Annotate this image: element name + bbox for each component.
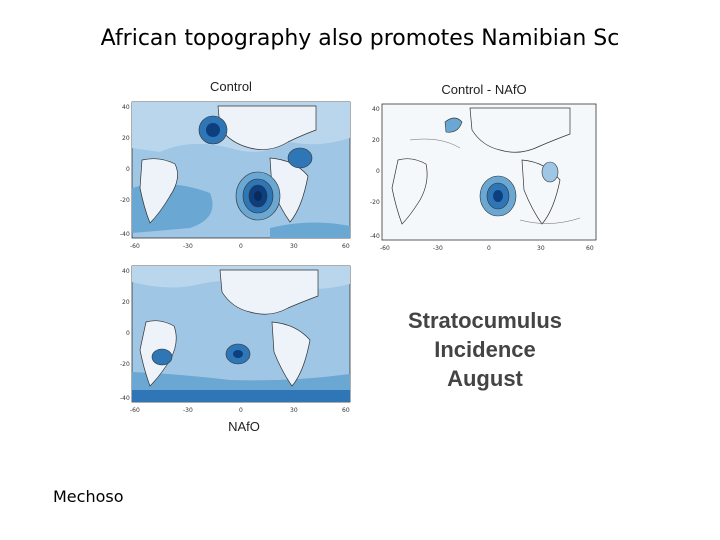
nafo-map: 40 20 0 -20 -40 -60 -30 0 30 60 (120, 262, 358, 414)
legend-line-2: Incidence (434, 337, 536, 362)
lon-label: -30 (183, 407, 193, 414)
control-panel-title: Control (210, 79, 252, 94)
lon-label: 60 (586, 245, 594, 252)
stratocumulus-legend: Stratocumulus Incidence August (385, 306, 585, 393)
lon-label: 30 (290, 407, 298, 414)
lat-label: 0 (126, 166, 130, 173)
control-lon-labels: -60 -30 0 30 60 (130, 243, 350, 250)
nafo-panel-title: NAfO (228, 419, 260, 434)
africa-europe-landmass (217, 105, 317, 150)
legend-line-1: Stratocumulus (407, 308, 563, 333)
lon-label: -30 (433, 245, 443, 252)
lon-label: 30 (290, 243, 298, 250)
lat-label: 40 (122, 104, 130, 111)
lon-label: -60 (130, 407, 140, 414)
lon-label: 0 (239, 243, 243, 250)
lat-label: 20 (122, 299, 130, 306)
slide-title: African topography also promotes Namibia… (100, 26, 620, 51)
control-lat-labels: 40 20 0 -20 -40 (120, 104, 130, 238)
lat-label: -20 (120, 197, 130, 204)
control-map: 40 20 0 -20 -40 -60 -30 0 30 60 (120, 98, 358, 250)
lat-label: 0 (126, 330, 130, 337)
lon-label: -60 (130, 243, 140, 250)
lon-label: -30 (183, 243, 193, 250)
lat-label: -20 (120, 361, 130, 368)
lat-label: 0 (376, 168, 380, 175)
south-america-landmass (139, 158, 178, 224)
lon-label: 60 (342, 407, 350, 414)
lat-label: -40 (120, 231, 130, 238)
lat-label: 40 (372, 106, 380, 113)
lat-label: 20 (372, 137, 380, 144)
lat-label: -40 (370, 233, 380, 240)
legend-line-3: August (447, 366, 523, 391)
lat-label: 40 (122, 268, 130, 275)
difference-lat-labels: 40 20 0 -20 -40 (370, 106, 380, 240)
lon-label: -60 (380, 245, 390, 252)
lat-label: -20 (370, 199, 380, 206)
nafo-lat-labels: 40 20 0 -20 -40 (120, 268, 130, 402)
lat-label: 20 (122, 135, 130, 142)
lon-label: 0 (239, 407, 243, 414)
lat-label: -40 (120, 395, 130, 402)
lon-label: 60 (342, 243, 350, 250)
difference-lon-labels: -60 -30 0 30 60 (380, 245, 594, 252)
lon-label: 30 (537, 245, 545, 252)
difference-map: 40 20 0 -20 -40 -60 -30 0 30 60 (370, 100, 608, 252)
difference-panel-title: Control - NAfO (441, 82, 527, 97)
lon-label: 0 (487, 245, 491, 252)
nafo-lon-labels: -60 -30 0 30 60 (130, 407, 350, 414)
author-credit: Mechoso (53, 487, 124, 506)
